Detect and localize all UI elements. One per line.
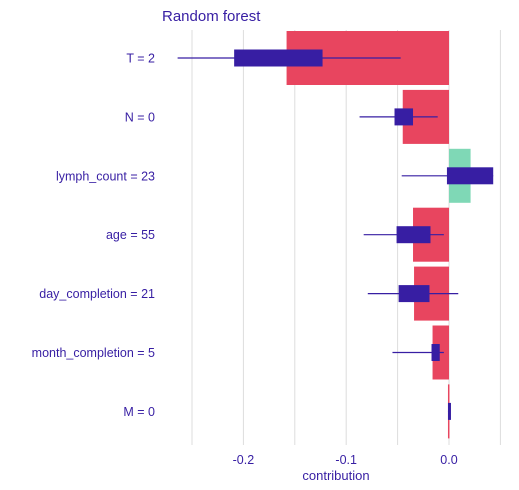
y-tick-label: lymph_count = 23	[56, 169, 155, 183]
boxplot-box	[447, 402, 451, 420]
y-tick-labels: T = 2 N = 0 lymph_count = 23 age = 55 day_co…	[32, 52, 155, 419]
boxplot-box	[396, 226, 431, 244]
y-tick-label: day_completion = 21	[39, 287, 155, 301]
y-tick-label: month_completion = 5	[32, 346, 155, 360]
x-axis-label: contribution	[302, 468, 369, 483]
grid	[191, 30, 501, 445]
chart-title: Random forest	[162, 8, 261, 25]
boxplot-box	[446, 167, 494, 185]
y-tick-label: N = 0	[125, 110, 155, 124]
boxplots	[177, 49, 494, 420]
boxplot-box	[234, 49, 323, 67]
boxplot-box	[431, 344, 440, 361]
x-tick-labels: -0.2 -0.1 0.0	[233, 453, 458, 467]
y-tick-label: age = 55	[106, 228, 155, 242]
x-tick-label: 0.0	[440, 453, 457, 467]
y-tick-label: M = 0	[123, 405, 155, 419]
x-tick-label: -0.1	[335, 453, 357, 467]
boxplot-box	[394, 108, 414, 126]
y-tick-label: T = 2	[126, 52, 155, 66]
x-tick-label: -0.2	[233, 453, 255, 467]
boxplot-box	[398, 285, 430, 303]
